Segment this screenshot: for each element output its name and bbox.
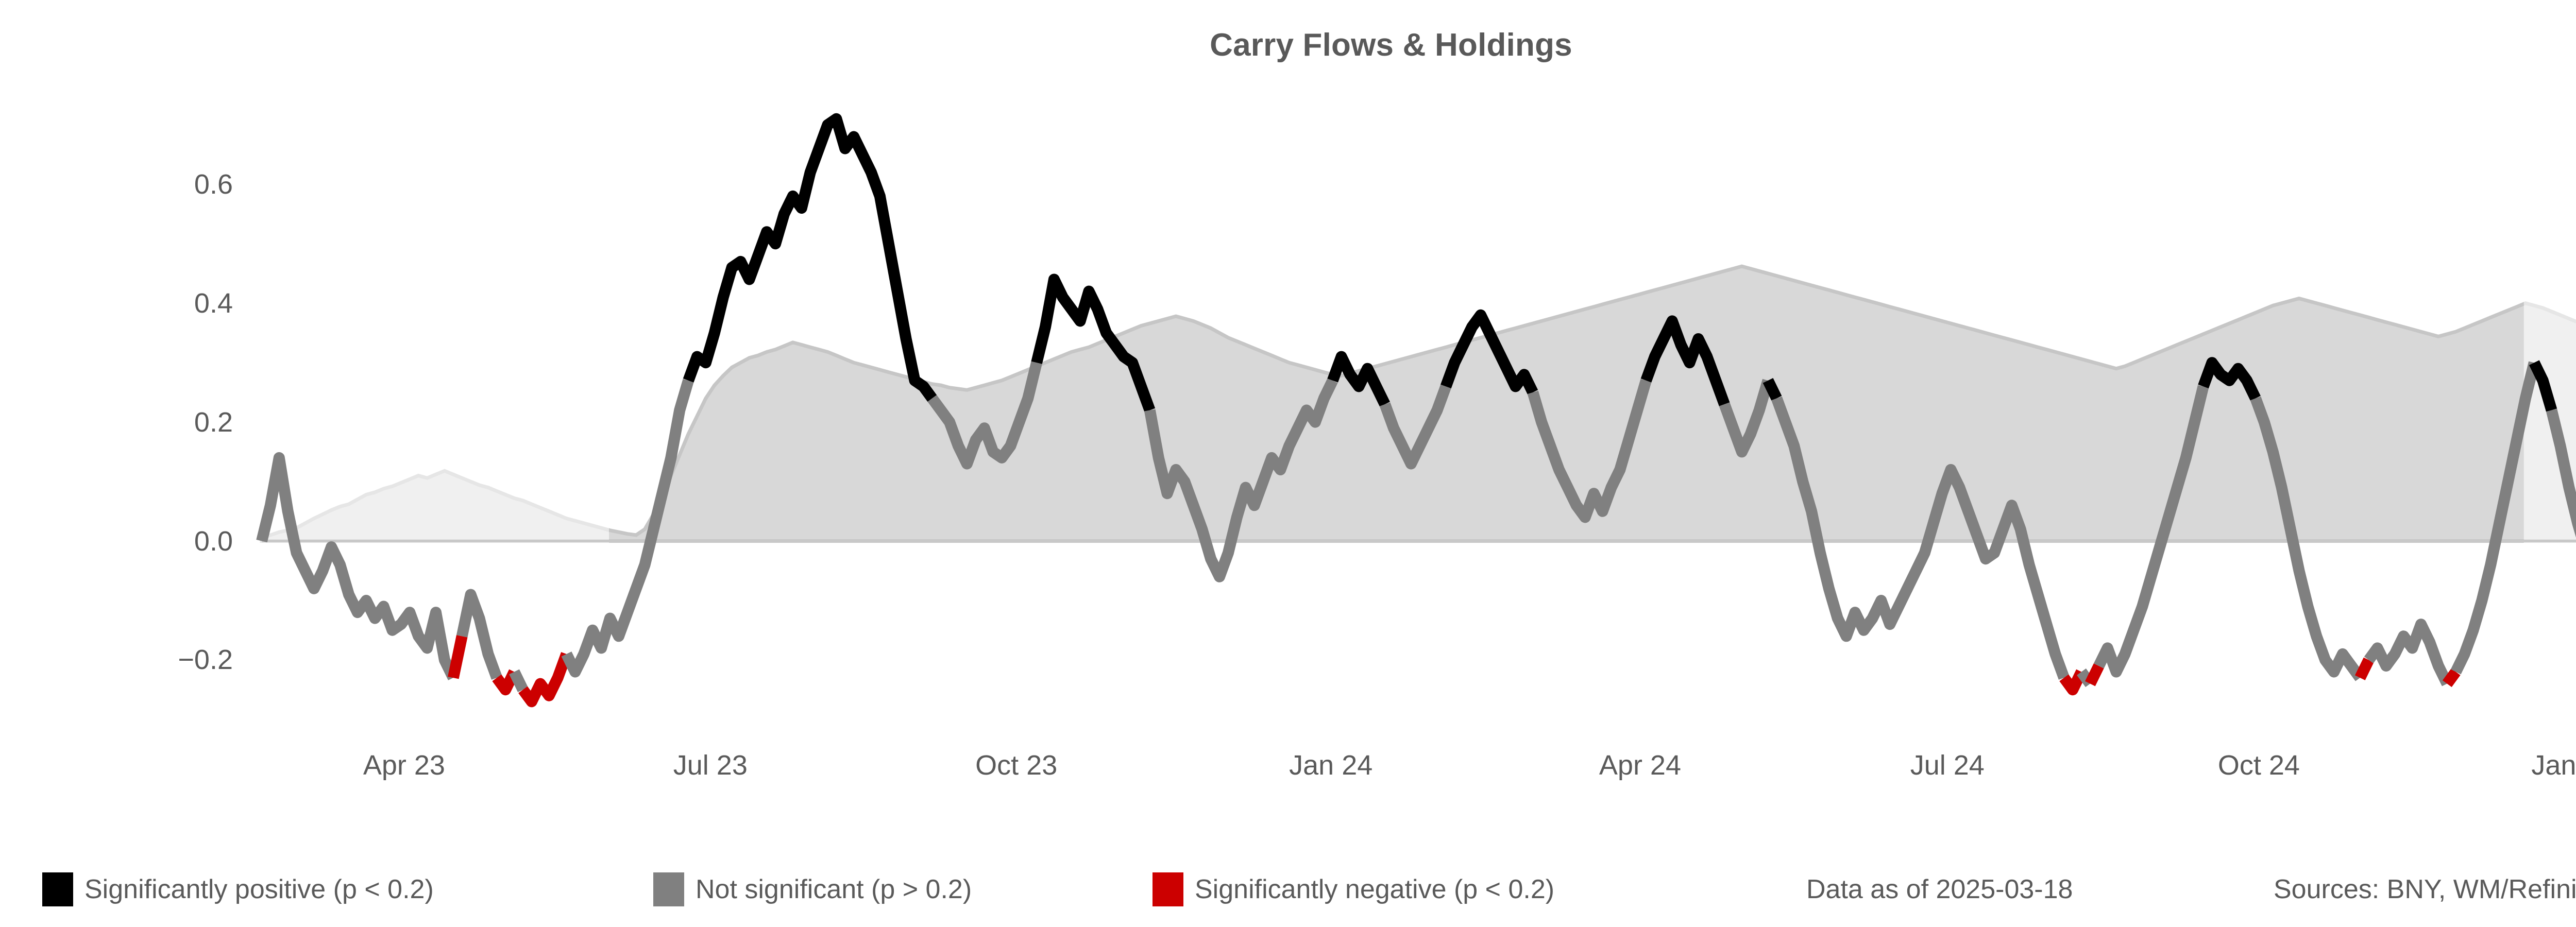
flow-line-neutral [1379, 384, 1451, 470]
x-axis-tick: Apr 23 [363, 750, 445, 781]
flow-line-neutral [1527, 379, 1652, 523]
x-axis-tick: Oct 23 [975, 750, 1058, 781]
x-axis: Apr 23 Jul 23 Oct 23 Jan 24 Apr 24 Jul 24 Oct … [262, 749, 2576, 806]
x-axis-tick: Jan 24 [1289, 750, 1373, 781]
x-axis-tick: Oct 24 [2217, 750, 2300, 781]
flow-line-positive [1031, 273, 1156, 413]
flow-line-positive [1327, 351, 1390, 407]
flow-line-neutral [2450, 361, 2540, 675]
x-axis-tick: Jul 24 [1910, 750, 1985, 781]
flow-line-neutral [1144, 377, 1338, 582]
flow-line-neutral [509, 669, 528, 693]
x-axis-tick: Jul 23 [673, 750, 748, 781]
data-as-of-note: Data as of 2025-03-18 [1806, 874, 2073, 904]
legend-item-negative[interactable]: Significantly negative (p < 0.2) [1153, 861, 1554, 918]
flow-line-positive [2198, 357, 2261, 401]
flow-line-neutral [1771, 396, 2070, 680]
flow-line-positive [2529, 360, 2557, 412]
plot-area [256, 77, 2576, 731]
flow-line-positive [1440, 309, 1538, 395]
legend-item-label: Significantly positive (p < 0.2) [84, 874, 434, 904]
legend-item-neutral[interactable]: Not significant (p > 0.2) [653, 861, 972, 918]
plot-svg [256, 113, 2576, 708]
flow-line-negative [2354, 657, 2374, 680]
y-axis-tick: 0.4 [194, 287, 233, 319]
y-axis-tick: −0.2 [178, 644, 233, 676]
legend-item-label: Not significant (p > 0.2) [696, 874, 972, 904]
legend-item-label: Significantly negative (p < 0.2) [1195, 874, 1555, 904]
legend-item-positive[interactable]: Significantly positive (p < 0.2) [42, 861, 434, 918]
legend-swatch-positive-icon [42, 872, 73, 906]
page-title: Carry Flows & Holdings [1210, 27, 1572, 63]
flow-line-neutral [256, 452, 459, 680]
flow-line-negative [2059, 669, 2087, 696]
chart-legend: Significantly positive (p < 0.2) Not sign… [0, 861, 2576, 918]
flow-line-negative [518, 652, 572, 708]
flow-line-positive [1640, 315, 1730, 406]
flow-line-neutral [927, 361, 1042, 470]
flow-line-positive [683, 113, 937, 402]
y-axis-tick: 0.0 [194, 525, 233, 557]
y-axis: 0.6 0.4 0.2 0.0 −0.2 [0, 77, 242, 731]
sources-note: Sources: BNY, WM/Refinitiv [2274, 874, 2576, 904]
x-axis-tick: Jan 25 [2531, 750, 2576, 781]
flow-line-neutral [561, 379, 694, 678]
flow-line-neutral [1719, 379, 1774, 458]
flow-line-negative [448, 635, 468, 679]
flow-line-neutral [456, 589, 502, 680]
x-axis-tick: Apr 24 [1599, 750, 1682, 781]
flow-line-negative [2442, 668, 2461, 688]
legend-swatch-neutral-icon [653, 872, 684, 906]
flow-line-neutral [2093, 385, 2209, 678]
flow-line-neutral [2250, 396, 2365, 681]
flow-line-negative [2085, 663, 2104, 686]
y-axis-tick: 0.2 [194, 406, 233, 438]
flow-line-positive [1762, 377, 1782, 401]
flow-line-neutral [2364, 619, 2452, 686]
legend-swatch-negative-icon [1153, 872, 1183, 906]
holdings-area-significant [608, 264, 2524, 543]
y-axis-tick: 0.6 [194, 168, 233, 200]
